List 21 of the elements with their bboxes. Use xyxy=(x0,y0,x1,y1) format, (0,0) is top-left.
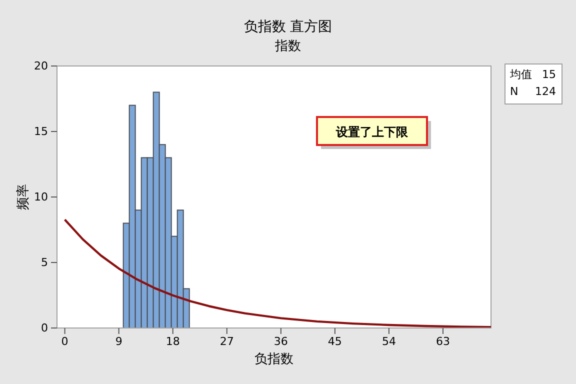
x-tick-label: 54 xyxy=(382,334,396,348)
x-tick-label: 27 xyxy=(220,334,234,348)
y-tick-label: 20 xyxy=(34,60,48,73)
y-tick-label: 10 xyxy=(34,190,48,204)
line-series xyxy=(64,218,492,328)
y-axis-title: 频率 xyxy=(15,184,31,210)
x-tick-label: 45 xyxy=(328,334,342,348)
chart-subtitle: 指数 xyxy=(274,39,301,54)
x-tick-label: 9 xyxy=(115,334,122,348)
y-tick-label: 5 xyxy=(41,256,48,270)
x-tick-label: 0 xyxy=(61,334,68,348)
chart-title: 负指数 直方图 xyxy=(244,19,332,35)
annotation: 设置了上下限 xyxy=(335,125,409,139)
y-tick-label: 15 xyxy=(34,125,48,138)
text: 均值 15 xyxy=(509,68,556,81)
x-tick-label: 63 xyxy=(436,334,450,348)
text: N 124 xyxy=(510,85,556,98)
x-tick-label: 18 xyxy=(166,334,180,348)
y-tick-label: 0 xyxy=(41,322,48,335)
x-axis-title: 负指数 xyxy=(254,352,294,367)
x-tick-label: 36 xyxy=(274,334,288,348)
